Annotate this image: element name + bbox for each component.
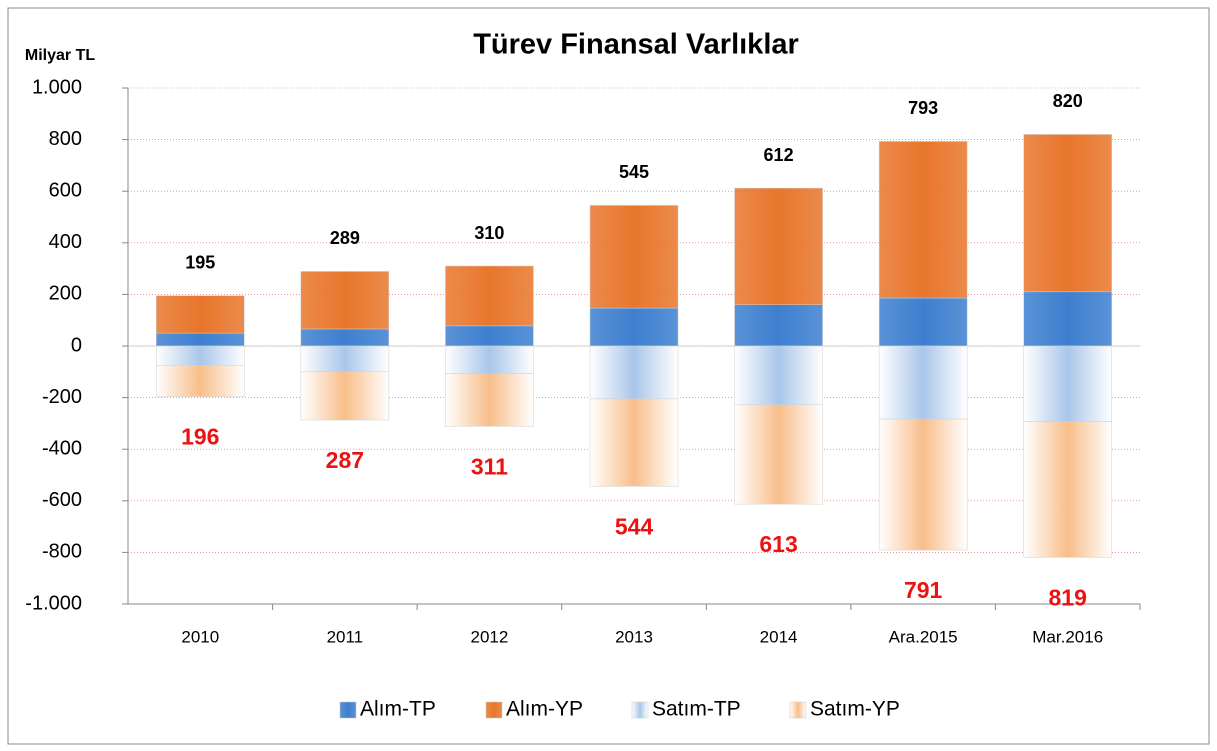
negative-total-label: 791 <box>904 577 943 603</box>
bar-segment <box>589 307 679 347</box>
bar-segment <box>734 304 823 347</box>
bar-segment <box>878 297 968 347</box>
total-label: 612 <box>764 145 794 165</box>
legend-swatch <box>339 701 357 719</box>
bar-segment <box>156 365 245 397</box>
y-tick-label: -800 <box>42 541 82 563</box>
bar-segment <box>156 332 245 347</box>
legend-swatch <box>485 701 503 719</box>
y-tick-label: -200 <box>42 386 82 408</box>
bar-segment <box>300 345 390 373</box>
total-label: 793 <box>908 98 938 118</box>
bar-segment <box>878 345 968 420</box>
bar-segment <box>445 345 534 374</box>
y-tick-label: 0 <box>71 334 82 356</box>
bar-segment <box>1023 134 1112 293</box>
total-label: 289 <box>330 228 360 248</box>
x-tick-label: 2010 <box>181 627 219 646</box>
bar-segment <box>589 345 679 400</box>
bar-segment <box>734 187 823 305</box>
negative-total-label: 544 <box>615 513 654 539</box>
bar-segment <box>878 418 968 551</box>
bar-segment <box>445 265 534 327</box>
total-label: 545 <box>619 162 649 182</box>
x-tick-label: Ara.2015 <box>889 627 958 646</box>
legend-label: Alım-TP <box>360 698 436 721</box>
bar-segment <box>445 373 534 427</box>
x-tick-label: 2012 <box>471 627 509 646</box>
legend-swatch <box>789 701 807 719</box>
total-label: 820 <box>1053 91 1083 111</box>
y-tick-label: 400 <box>49 231 82 253</box>
x-tick-label: Mar.2016 <box>1032 627 1103 646</box>
bar-segment <box>1023 421 1112 558</box>
chart-title: Türev Finansal Varlıklar <box>473 29 799 61</box>
bar-segment <box>300 371 390 421</box>
negative-total-label: 819 <box>1049 584 1087 610</box>
y-axis-label: Milyar TL <box>25 47 95 64</box>
x-tick-label: 2011 <box>327 627 364 646</box>
bar-segment <box>589 398 679 487</box>
y-tick-label: 800 <box>49 128 82 150</box>
negative-total-label: 196 <box>181 424 219 450</box>
legend-label: Satım-YP <box>810 698 900 721</box>
negative-total-label: 311 <box>471 453 508 479</box>
legend-label: Satım-TP <box>652 698 741 721</box>
bar-segment <box>734 345 823 406</box>
y-tick-label: 1.000 <box>32 76 82 98</box>
legend-label: Alım-YP <box>506 698 583 721</box>
total-label: 310 <box>474 223 504 243</box>
y-tick-label: -400 <box>42 437 82 459</box>
bar-segment <box>1023 345 1112 422</box>
bar-segment <box>156 295 245 334</box>
legend-swatch <box>631 701 649 719</box>
y-tick-label: 600 <box>49 179 82 201</box>
bar-segment <box>300 328 390 347</box>
y-tick-label: 200 <box>49 283 82 305</box>
negative-total-label: 613 <box>759 531 797 557</box>
bar-segment <box>156 345 245 366</box>
x-tick-label: 2013 <box>615 627 653 646</box>
bar-segment <box>445 325 534 347</box>
bar-segment <box>734 404 823 505</box>
x-tick-label: 2014 <box>760 627 798 646</box>
bar-segment <box>589 205 679 309</box>
y-tick-label: -1.000 <box>25 592 82 614</box>
total-label: 195 <box>185 252 215 272</box>
bar-segment <box>300 271 390 330</box>
bar-segment <box>1023 291 1112 347</box>
negative-total-label: 287 <box>326 447 364 473</box>
y-tick-label: -600 <box>42 489 82 511</box>
bar-segment <box>878 141 968 299</box>
